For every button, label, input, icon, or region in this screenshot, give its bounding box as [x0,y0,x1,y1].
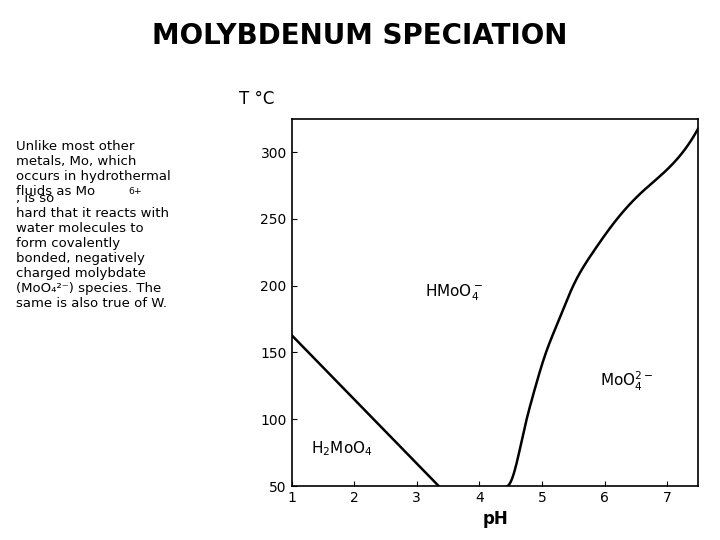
Text: , is so
hard that it reacts with
water molecules to
form covalently
bonded, nega: , is so hard that it reacts with water m… [16,192,168,310]
Text: H$_2$MoO$_4$: H$_2$MoO$_4$ [311,439,372,458]
X-axis label: pH: pH [482,510,508,529]
Text: HMoO$_4^-$: HMoO$_4^-$ [426,282,483,302]
Text: MoO$_4^{2-}$: MoO$_4^{2-}$ [600,370,653,394]
Text: 6+: 6+ [128,187,142,197]
Text: T °C: T °C [239,90,274,108]
Text: Unlike most other
metals, Mo, which
occurs in hydrothermal
fluids as Mo: Unlike most other metals, Mo, which occu… [16,140,171,198]
Text: MOLYBDENUM SPECIATION: MOLYBDENUM SPECIATION [153,22,567,50]
